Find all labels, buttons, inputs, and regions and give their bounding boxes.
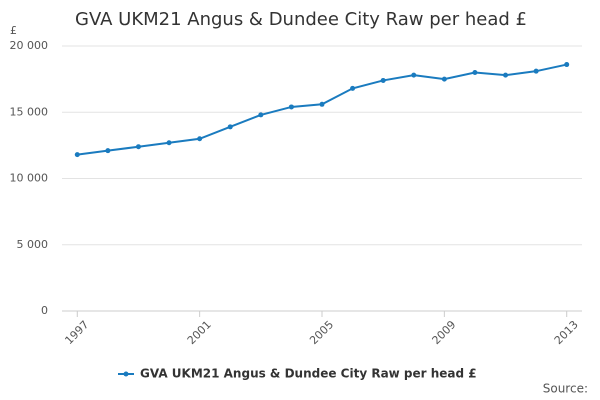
- y-tick-label: 20 000: [10, 39, 49, 52]
- point: [380, 77, 386, 83]
- x-tick-label: 1997: [62, 318, 91, 347]
- point: [472, 70, 478, 75]
- y-tick-label: 5 000: [17, 238, 49, 251]
- legend-label: GVA UKM21 Angus & Dundee City Raw per he…: [140, 367, 477, 381]
- point: [197, 136, 203, 142]
- x-tick-label: 2009: [430, 318, 459, 347]
- point: [411, 72, 417, 78]
- point: [227, 124, 233, 130]
- point: [166, 140, 172, 146]
- point: [135, 144, 141, 150]
- x-tick-label: 2001: [185, 318, 214, 347]
- legend-swatch-point: [123, 371, 129, 377]
- point: [105, 148, 111, 154]
- point: [258, 112, 264, 118]
- source: Source:: [543, 382, 588, 396]
- line: [77, 63, 567, 156]
- point: [74, 152, 80, 158]
- point: [288, 104, 294, 110]
- point: [441, 76, 447, 82]
- point: [564, 62, 570, 68]
- point: [350, 85, 356, 91]
- point: [533, 68, 539, 74]
- y-axis-label: £: [10, 24, 17, 37]
- x-tick-label: 2013: [552, 318, 581, 347]
- y-tick-label: 0: [41, 304, 48, 317]
- x-tick-label: 2005: [307, 318, 336, 347]
- point: [503, 72, 509, 78]
- y-tick-label: 10 000: [10, 172, 49, 185]
- chart-title: GVA UKM21 Angus & Dundee City Raw per he…: [75, 9, 527, 30]
- point: [319, 101, 325, 107]
- y-tick-label: 15 000: [10, 105, 49, 118]
